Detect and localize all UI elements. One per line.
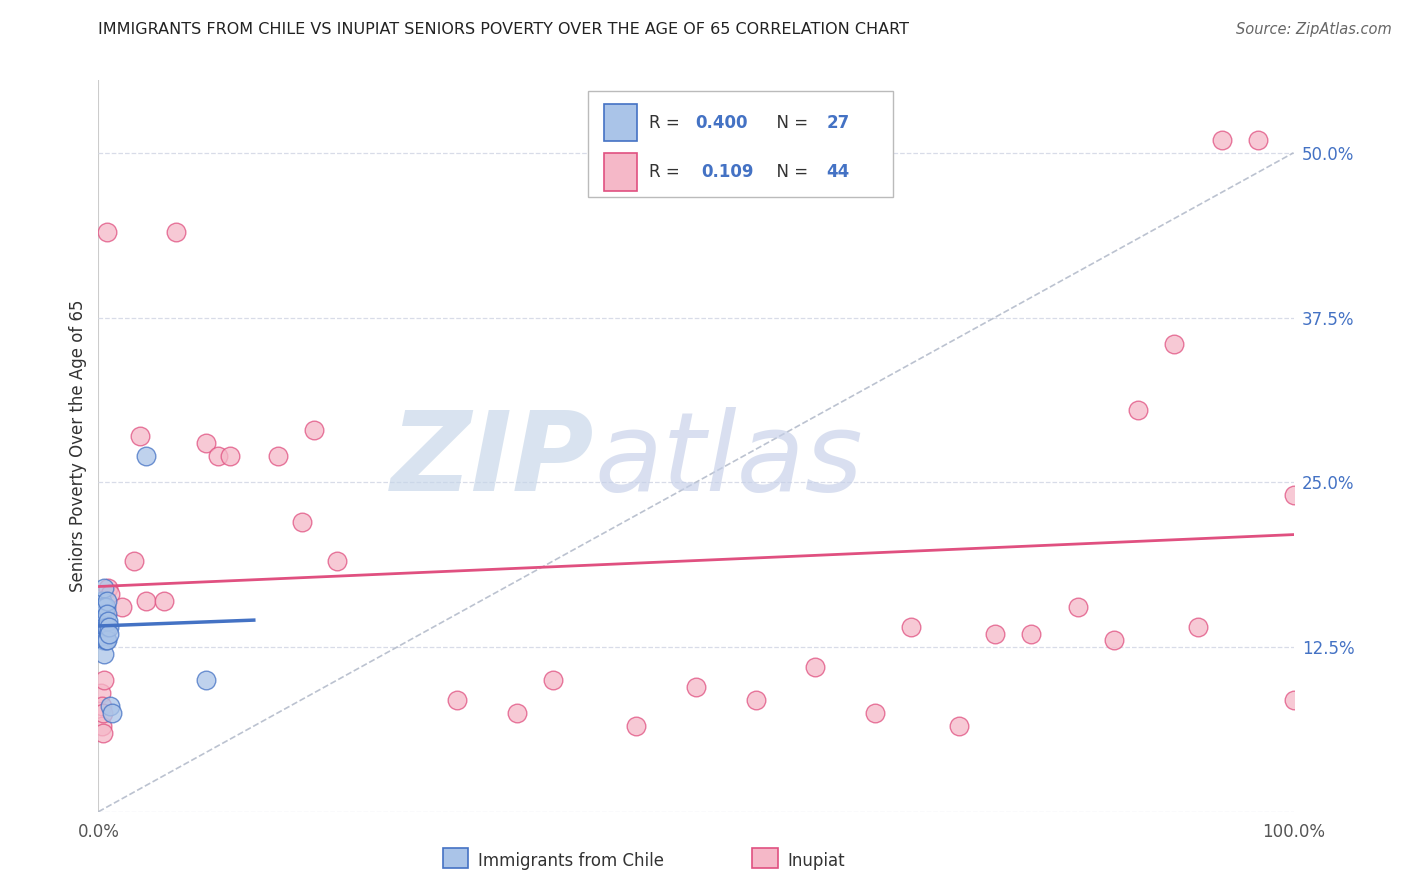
Text: 27: 27: [827, 113, 849, 131]
Point: [91, 706, 114, 720]
Point: [93, 673, 115, 687]
Point: [98, 699, 122, 714]
Point: [948, 719, 970, 733]
Point: [1019, 627, 1042, 641]
Point: [91, 620, 114, 634]
Point: [1067, 600, 1090, 615]
Point: [98, 627, 121, 641]
Point: [94, 633, 117, 648]
Point: [96, 620, 118, 634]
Y-axis label: Seniors Poverty Over the Age of 65: Seniors Poverty Over the Age of 65: [69, 300, 87, 592]
Text: 0.109: 0.109: [700, 163, 754, 181]
Point: [153, 594, 176, 608]
Point: [91, 699, 114, 714]
Point: [1128, 402, 1150, 417]
Point: [93, 581, 115, 595]
Point: [97, 614, 120, 628]
Point: [91, 614, 114, 628]
Point: [91, 719, 114, 733]
Point: [93, 600, 115, 615]
Point: [135, 449, 157, 463]
Point: [91, 725, 114, 739]
Text: N =: N =: [766, 113, 814, 131]
Point: [1211, 132, 1233, 146]
Text: N =: N =: [766, 163, 814, 181]
Point: [135, 594, 157, 608]
Point: [1102, 633, 1125, 648]
Point: [745, 692, 768, 706]
Point: [93, 607, 115, 621]
Point: [129, 429, 152, 443]
Point: [900, 620, 922, 634]
Point: [98, 587, 122, 601]
Text: R =: R =: [650, 113, 685, 131]
Point: [100, 706, 122, 720]
Point: [541, 673, 564, 687]
Point: [94, 620, 117, 634]
Point: [91, 600, 114, 615]
Point: [1246, 132, 1268, 146]
Point: [96, 594, 118, 608]
Point: [93, 620, 115, 634]
Point: [626, 719, 648, 733]
FancyBboxPatch shape: [588, 91, 893, 197]
Point: [111, 600, 134, 615]
Point: [91, 633, 114, 648]
Text: IMMIGRANTS FROM CHILE VS INUPIAT SENIORS POVERTY OVER THE AGE OF 65 CORRELATION : IMMIGRANTS FROM CHILE VS INUPIAT SENIORS…: [98, 22, 910, 37]
Point: [446, 692, 468, 706]
Point: [1163, 336, 1185, 351]
Point: [302, 423, 325, 437]
Text: 44: 44: [827, 163, 849, 181]
Point: [326, 554, 349, 568]
Point: [91, 594, 114, 608]
Text: Immigrants from Chile: Immigrants from Chile: [478, 852, 664, 870]
Point: [96, 633, 118, 648]
Point: [207, 449, 229, 463]
Point: [124, 554, 146, 568]
Point: [219, 449, 242, 463]
Point: [291, 515, 314, 529]
Point: [863, 706, 887, 720]
Point: [804, 659, 827, 673]
Text: Source: ZipAtlas.com: Source: ZipAtlas.com: [1236, 22, 1392, 37]
Text: R =: R =: [650, 163, 690, 181]
Text: 0.400: 0.400: [695, 113, 747, 131]
Point: [1282, 488, 1305, 502]
Point: [165, 225, 187, 239]
Point: [96, 607, 118, 621]
Bar: [605, 153, 637, 191]
Point: [91, 627, 114, 641]
Point: [267, 449, 290, 463]
Point: [1282, 692, 1305, 706]
Point: [97, 581, 120, 595]
Point: [90, 686, 112, 700]
Text: atlas: atlas: [595, 407, 863, 514]
Point: [94, 620, 117, 634]
Point: [194, 673, 218, 687]
Point: [93, 633, 115, 648]
Point: [98, 620, 121, 634]
Point: [194, 435, 218, 450]
Text: Inupiat: Inupiat: [787, 852, 845, 870]
Point: [506, 706, 529, 720]
Point: [96, 225, 118, 239]
Point: [1187, 620, 1209, 634]
Text: ZIP: ZIP: [391, 407, 595, 514]
Point: [93, 627, 115, 641]
Point: [685, 680, 707, 694]
Point: [984, 627, 1007, 641]
Point: [93, 647, 115, 661]
Point: [94, 600, 117, 615]
Bar: [605, 103, 637, 141]
